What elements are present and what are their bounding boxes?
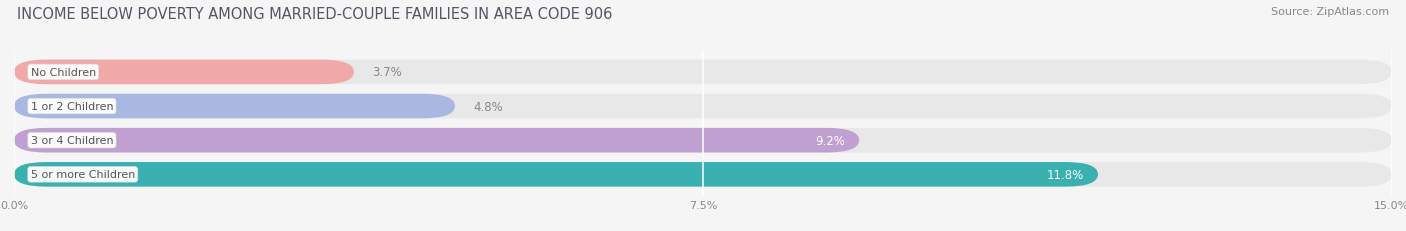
FancyBboxPatch shape bbox=[14, 60, 1392, 85]
Text: 5 or more Children: 5 or more Children bbox=[31, 170, 135, 179]
Text: 3.7%: 3.7% bbox=[373, 66, 402, 79]
FancyBboxPatch shape bbox=[14, 60, 354, 85]
Text: 3 or 4 Children: 3 or 4 Children bbox=[31, 136, 114, 146]
Text: 4.8%: 4.8% bbox=[474, 100, 503, 113]
Text: 11.8%: 11.8% bbox=[1047, 168, 1084, 181]
Text: 9.2%: 9.2% bbox=[815, 134, 845, 147]
FancyBboxPatch shape bbox=[14, 94, 1392, 119]
FancyBboxPatch shape bbox=[14, 162, 1098, 187]
FancyBboxPatch shape bbox=[14, 128, 1392, 153]
Text: INCOME BELOW POVERTY AMONG MARRIED-COUPLE FAMILIES IN AREA CODE 906: INCOME BELOW POVERTY AMONG MARRIED-COUPL… bbox=[17, 7, 612, 22]
Text: No Children: No Children bbox=[31, 68, 96, 78]
FancyBboxPatch shape bbox=[14, 94, 456, 119]
Text: 1 or 2 Children: 1 or 2 Children bbox=[31, 102, 114, 112]
Text: Source: ZipAtlas.com: Source: ZipAtlas.com bbox=[1271, 7, 1389, 17]
FancyBboxPatch shape bbox=[14, 162, 1392, 187]
FancyBboxPatch shape bbox=[14, 128, 859, 153]
